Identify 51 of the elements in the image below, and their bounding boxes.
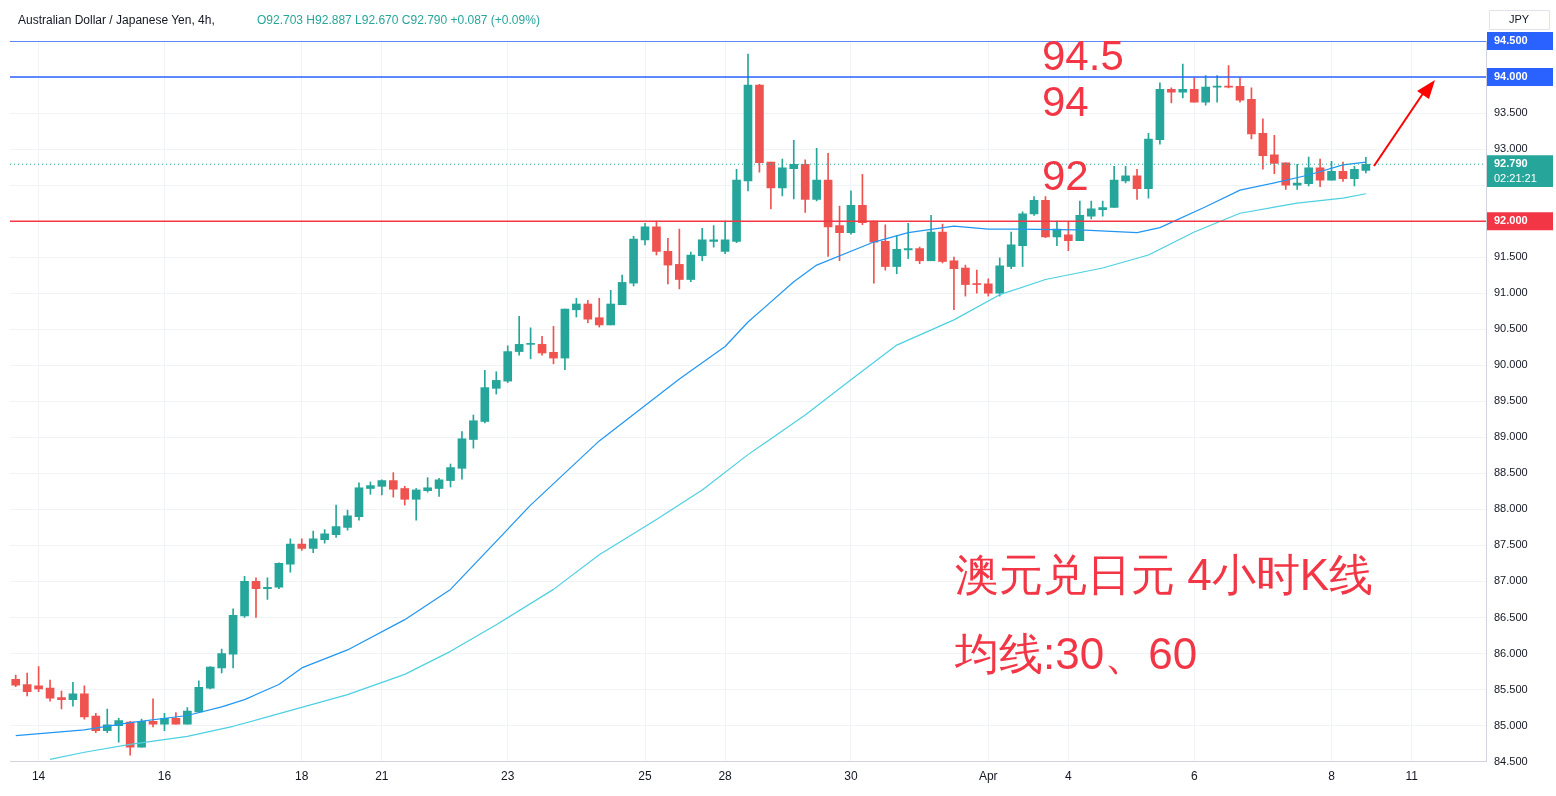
y-tick-label: 84.500 bbox=[1494, 754, 1528, 767]
y-tick-label: 89.500 bbox=[1494, 394, 1528, 407]
candlestick bbox=[514, 315, 524, 356]
annotation: 澳元兑日元 4小时K线 bbox=[955, 550, 1374, 600]
candlestick bbox=[972, 269, 982, 294]
y-tick-label: 86.000 bbox=[1494, 646, 1528, 659]
ref-line-label: 92.000 bbox=[1494, 214, 1528, 227]
y-tick-label: 93.500 bbox=[1494, 106, 1528, 119]
x-tick-label: 21 bbox=[375, 769, 389, 784]
y-tick-label: 93.000 bbox=[1494, 142, 1528, 155]
x-tick-label: 28 bbox=[718, 769, 733, 784]
x-tick-label: 23 bbox=[501, 769, 515, 784]
x-tick-label: 18 bbox=[295, 769, 309, 784]
y-tick-label: 91.000 bbox=[1494, 286, 1528, 299]
y-tick-label: 88.500 bbox=[1494, 466, 1528, 479]
y-tick-label: 89.000 bbox=[1494, 430, 1528, 443]
x-tick-label: 30 bbox=[844, 769, 858, 784]
candlestick bbox=[1098, 200, 1108, 217]
y-tick-label: 90.000 bbox=[1494, 358, 1528, 371]
y-tick-label: 87.000 bbox=[1494, 574, 1528, 587]
candlestick bbox=[1270, 135, 1279, 174]
annotation: 92 bbox=[1042, 151, 1089, 199]
x-tick-label: 6 bbox=[1190, 769, 1198, 784]
y-tick-label: 86.500 bbox=[1494, 610, 1528, 623]
x-tick-label: 4 bbox=[1065, 769, 1073, 784]
chart-subtitle: O92.703 H92.887 L92.670 C92.790 +0.087 (+0.09%) bbox=[257, 13, 540, 28]
annotation: 94.5 bbox=[1042, 31, 1124, 79]
ref-line-label: 94.000 bbox=[1494, 70, 1528, 83]
y-tick-label: 88.000 bbox=[1494, 502, 1528, 515]
y-tick-label: 87.500 bbox=[1494, 538, 1528, 551]
y-tick-label: 85.000 bbox=[1494, 718, 1528, 731]
candlestick bbox=[949, 256, 959, 311]
annotation: 均线:30、60 bbox=[954, 629, 1198, 679]
x-tick-label: 11 bbox=[1405, 769, 1419, 784]
x-tick-label: Apr bbox=[978, 769, 998, 784]
y-tick-label: 91.500 bbox=[1494, 250, 1528, 263]
candlestick bbox=[709, 225, 718, 248]
ref-line-label: 92.790 bbox=[1494, 157, 1528, 170]
x-tick-label: 8 bbox=[1328, 769, 1336, 784]
annotation: 94 bbox=[1042, 77, 1089, 125]
x-tick-label: 14 bbox=[31, 769, 46, 784]
x-tick-label: 25 bbox=[638, 769, 653, 784]
ref-line-label: 94.500 bbox=[1494, 34, 1528, 47]
x-tick-label: 16 bbox=[157, 769, 172, 784]
y-tick-label: 85.500 bbox=[1494, 682, 1528, 695]
text: 02:21:21 bbox=[1494, 172, 1537, 185]
chart-title: Australian Dollar / Japanese Yen, 4h, bbox=[18, 13, 215, 28]
y-tick-label: 90.500 bbox=[1494, 322, 1528, 335]
y-axis-title: JPY bbox=[1508, 13, 1530, 26]
candlestick bbox=[903, 222, 913, 259]
candlestick bbox=[251, 577, 261, 618]
